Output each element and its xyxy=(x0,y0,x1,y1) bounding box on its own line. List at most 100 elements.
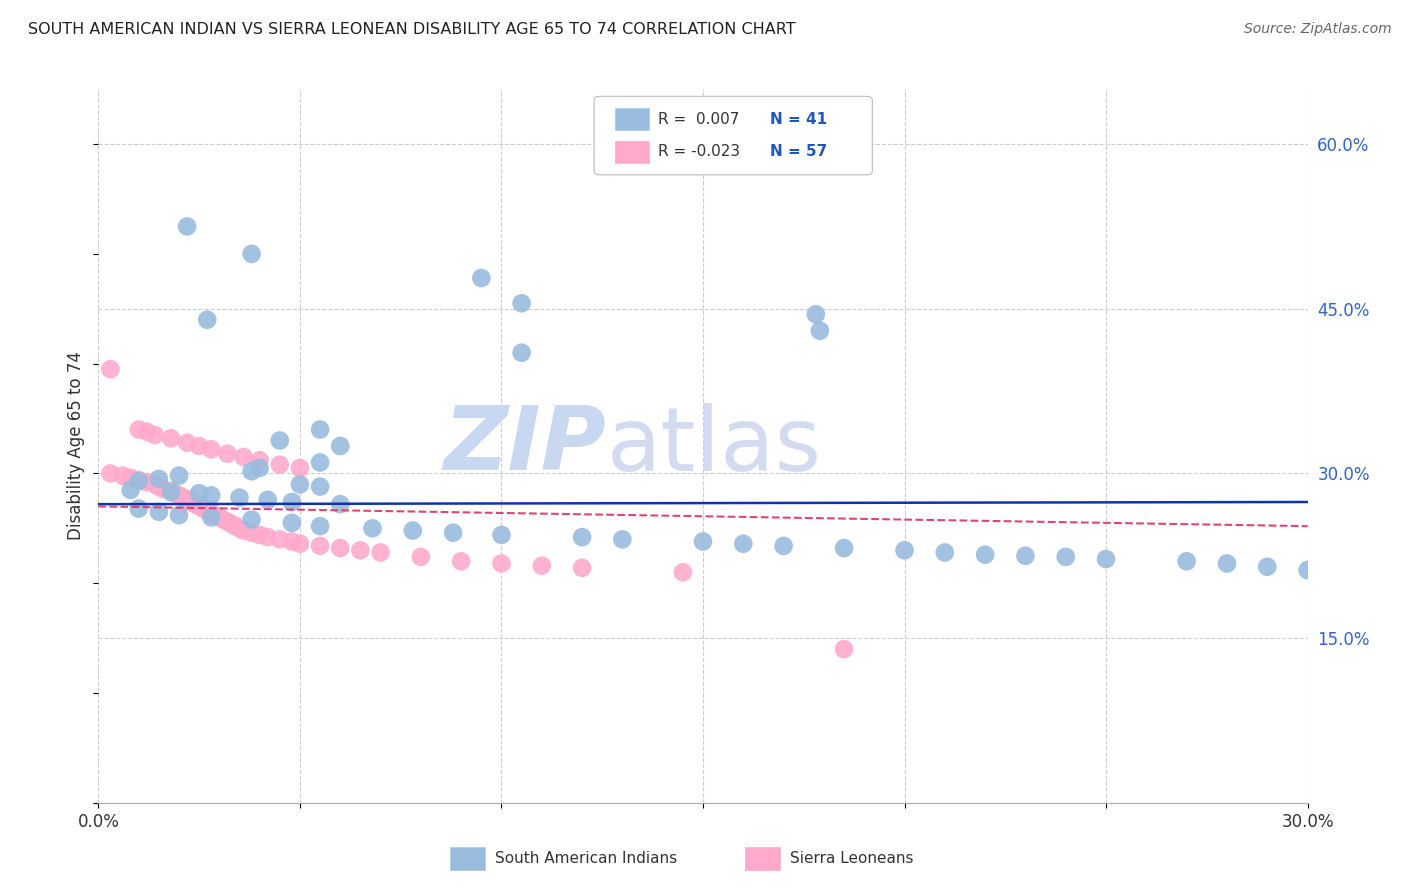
Point xyxy=(1054,549,1077,564)
Point xyxy=(288,461,311,475)
Point xyxy=(329,439,352,453)
Point xyxy=(184,497,207,511)
Point xyxy=(692,534,714,549)
Point xyxy=(195,312,218,326)
Point xyxy=(111,468,134,483)
Point xyxy=(1095,552,1118,566)
Point xyxy=(361,521,384,535)
Point xyxy=(143,428,166,442)
Point xyxy=(733,537,755,551)
Point xyxy=(120,471,142,485)
Point xyxy=(100,362,122,376)
Point xyxy=(193,501,215,516)
Text: N = 57: N = 57 xyxy=(769,145,827,160)
Point xyxy=(240,525,263,540)
Point xyxy=(309,539,332,553)
Point xyxy=(269,533,291,547)
Point xyxy=(240,512,263,526)
Point xyxy=(269,434,291,448)
Point xyxy=(232,450,254,464)
Point xyxy=(188,486,211,500)
Point xyxy=(934,545,956,559)
Point xyxy=(160,431,183,445)
Point xyxy=(163,486,186,500)
Point xyxy=(510,345,533,359)
Point xyxy=(176,435,198,450)
Y-axis label: Disability Age 65 to 74: Disability Age 65 to 74 xyxy=(67,351,86,541)
Point xyxy=(176,492,198,507)
Point xyxy=(167,468,190,483)
Bar xyxy=(614,109,648,130)
Point xyxy=(309,455,332,469)
Text: Source: ZipAtlas.com: Source: ZipAtlas.com xyxy=(1244,22,1392,37)
Point xyxy=(200,488,222,502)
Point xyxy=(188,439,211,453)
Point xyxy=(1256,559,1278,574)
Point xyxy=(974,548,997,562)
Point xyxy=(135,475,157,490)
Point xyxy=(167,488,190,502)
Point xyxy=(441,525,464,540)
Text: N = 41: N = 41 xyxy=(769,112,827,127)
Point xyxy=(217,447,239,461)
Point xyxy=(612,533,634,547)
Point xyxy=(228,521,250,535)
Point xyxy=(281,516,304,530)
Point xyxy=(148,505,170,519)
Point xyxy=(208,510,231,524)
Point xyxy=(224,519,246,533)
Point xyxy=(240,464,263,478)
Point xyxy=(195,504,218,518)
Point xyxy=(200,506,222,520)
Bar xyxy=(614,141,648,162)
Point xyxy=(510,296,533,310)
Point xyxy=(176,219,198,234)
Text: ZIP: ZIP xyxy=(443,402,606,490)
Point xyxy=(571,530,593,544)
Point xyxy=(832,541,855,555)
Point xyxy=(491,528,513,542)
Point xyxy=(249,461,271,475)
Point xyxy=(309,480,332,494)
Point xyxy=(470,271,492,285)
Point xyxy=(135,425,157,439)
Point xyxy=(1296,563,1319,577)
Point xyxy=(269,458,291,472)
Point xyxy=(530,558,553,573)
Text: South American Indians: South American Indians xyxy=(495,851,678,865)
Point xyxy=(148,480,170,494)
Point xyxy=(212,512,235,526)
Point xyxy=(160,485,183,500)
Point xyxy=(450,554,472,568)
Point xyxy=(288,537,311,551)
Text: Sierra Leoneans: Sierra Leoneans xyxy=(790,851,914,865)
Point xyxy=(672,566,695,580)
Point xyxy=(832,642,855,657)
Point xyxy=(402,524,425,538)
Point xyxy=(120,483,142,497)
Point xyxy=(228,491,250,505)
Point xyxy=(491,557,513,571)
Point xyxy=(808,324,831,338)
Point xyxy=(893,543,915,558)
Point xyxy=(100,467,122,481)
Point xyxy=(143,477,166,491)
Point xyxy=(804,307,827,321)
Point xyxy=(1175,554,1198,568)
Point xyxy=(167,508,190,523)
Point xyxy=(249,528,271,542)
Point xyxy=(329,541,352,555)
Point xyxy=(188,500,211,514)
Point xyxy=(221,516,243,531)
Point xyxy=(152,482,174,496)
Point xyxy=(256,492,278,507)
Point xyxy=(409,549,432,564)
Point xyxy=(281,495,304,509)
Point xyxy=(200,510,222,524)
Point xyxy=(309,519,332,533)
Point xyxy=(204,508,226,523)
Point xyxy=(200,442,222,457)
Point xyxy=(571,561,593,575)
Point xyxy=(772,539,794,553)
Point xyxy=(128,501,150,516)
